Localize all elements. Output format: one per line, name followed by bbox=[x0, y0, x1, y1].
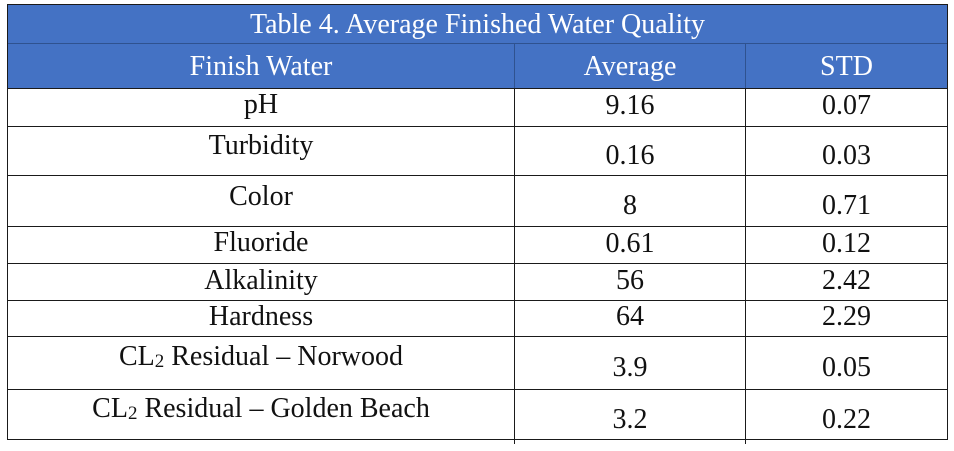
row-average: 0.16 bbox=[605, 140, 655, 171]
table-row: Hardness 64 2.29 bbox=[8, 301, 947, 337]
table-row: Alkalinity 56 2.42 bbox=[8, 264, 947, 301]
row-std: 0.07 bbox=[822, 90, 871, 121]
row-std: 2.42 bbox=[822, 265, 871, 296]
table-header-row: Finish Water Average STD bbox=[8, 44, 947, 89]
table-row: Turbidity 0.16 0.03 bbox=[8, 127, 947, 176]
row-param: CL2 Residual – Norwood bbox=[118, 341, 404, 372]
row-average: 3.2 bbox=[612, 404, 648, 435]
row-std: 0.03 bbox=[822, 140, 871, 171]
header-std: STD bbox=[820, 51, 873, 82]
row-std: 0.12 bbox=[822, 228, 871, 259]
row-std: 0.22 bbox=[822, 404, 871, 435]
row-std: 0.71 bbox=[822, 190, 871, 221]
table-row: pH 9.16 0.07 bbox=[8, 89, 947, 127]
row-average: 9.16 bbox=[605, 90, 655, 121]
row-param: pH bbox=[243, 89, 279, 120]
row-param: Fluoride bbox=[213, 227, 309, 258]
table-row: CL2 Residual – Norwood 3.9 0.05 bbox=[8, 337, 947, 390]
table-row: Fluoride 0.61 0.12 bbox=[8, 227, 947, 264]
row-param: Turbidity bbox=[208, 130, 314, 161]
table-row: CL2 Residual – Golden Beach 3.2 0.22 bbox=[8, 390, 947, 444]
row-param: Hardness bbox=[208, 301, 314, 332]
header-finish-water: Finish Water bbox=[8, 44, 515, 88]
row-average: 0.61 bbox=[605, 228, 655, 259]
row-param: Color bbox=[229, 181, 293, 212]
row-average: 56 bbox=[616, 265, 644, 296]
row-average: 64 bbox=[616, 301, 644, 332]
row-std: 0.05 bbox=[822, 352, 871, 383]
table-row: Color 8 0.71 bbox=[8, 176, 947, 227]
header-average: Average bbox=[515, 44, 746, 88]
row-std: 2.29 bbox=[822, 301, 871, 332]
row-average: 8 bbox=[623, 190, 637, 221]
row-param: Alkalinity bbox=[204, 265, 318, 296]
row-param: CL2 Residual – Golden Beach bbox=[92, 393, 430, 424]
water-quality-table: Table 4. Average Finished Water Quality … bbox=[7, 4, 948, 444]
row-average: 3.9 bbox=[612, 352, 648, 383]
table-caption: Table 4. Average Finished Water Quality bbox=[8, 5, 947, 44]
